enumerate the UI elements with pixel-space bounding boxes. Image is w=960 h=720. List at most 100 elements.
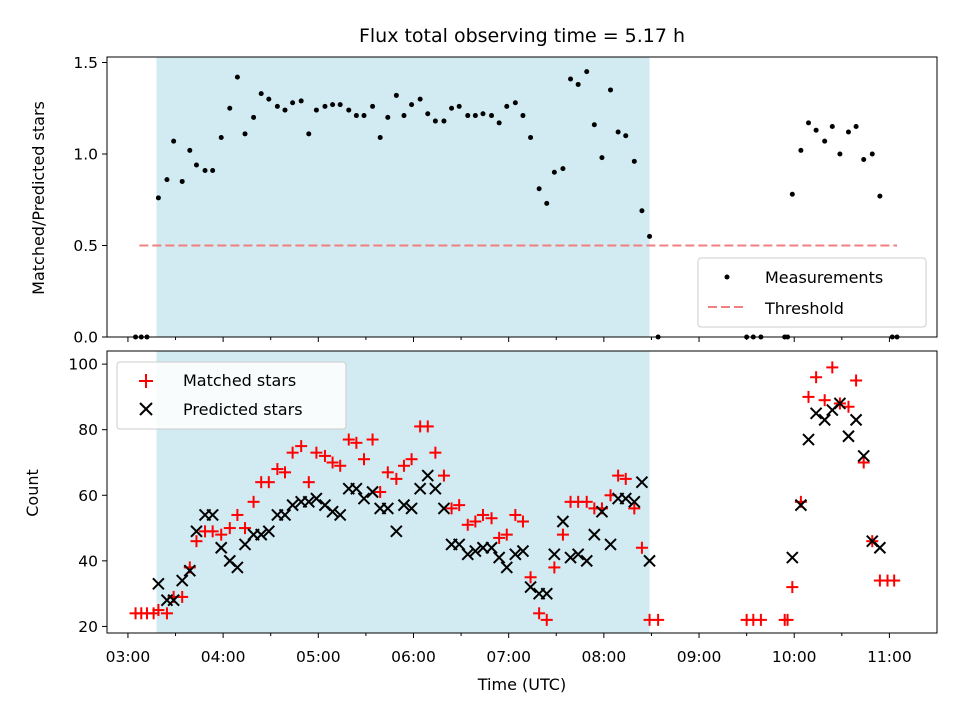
matched-stars-point bbox=[421, 420, 434, 433]
predicted-stars-point bbox=[152, 577, 165, 591]
legend-measurements-marker bbox=[724, 274, 730, 280]
measurement-point bbox=[298, 98, 304, 104]
matched-stars-point bbox=[429, 446, 442, 459]
predicted-stars-point bbox=[524, 580, 537, 594]
predicted-stars-point bbox=[413, 482, 427, 495]
matched-stars-point bbox=[888, 574, 901, 587]
predicted-stars-point bbox=[302, 495, 315, 509]
measurement-point bbox=[251, 114, 257, 120]
measurement-point bbox=[330, 102, 336, 108]
count-legend: Matched stars Predicted stars bbox=[116, 361, 347, 430]
measurement-point bbox=[591, 122, 597, 128]
measurement-point bbox=[528, 135, 534, 141]
predicted-stars-point bbox=[366, 485, 379, 499]
measurement-point bbox=[227, 105, 233, 111]
predicted-stars-point bbox=[437, 502, 451, 515]
predicted-stars-point bbox=[857, 449, 870, 463]
matched-stars-point bbox=[453, 499, 466, 512]
measurement-point bbox=[472, 113, 478, 119]
matched-stars-point bbox=[754, 613, 767, 626]
matched-stars-point bbox=[850, 374, 863, 387]
measurement-point bbox=[337, 102, 343, 108]
measurement-point bbox=[536, 186, 542, 192]
predicted-stars-point bbox=[452, 538, 466, 551]
measurement-point bbox=[568, 76, 574, 82]
matched-stars-point bbox=[374, 486, 387, 498]
predicted-stars-point bbox=[794, 498, 808, 512]
measurement-point bbox=[520, 113, 526, 119]
matched-stars-point bbox=[286, 446, 299, 459]
predicted-stars-point bbox=[595, 505, 609, 518]
matched-stars-point bbox=[278, 466, 291, 479]
matched-stars-point bbox=[334, 459, 347, 472]
ratio-observing-window bbox=[156, 57, 650, 337]
matched-stars-point bbox=[533, 607, 546, 620]
measurement-point bbox=[575, 81, 581, 87]
measurement-point bbox=[806, 120, 812, 126]
matched-stars-point bbox=[262, 476, 275, 489]
matched-stars-point bbox=[612, 469, 625, 482]
measurement-point bbox=[861, 156, 867, 162]
measurement-point bbox=[560, 166, 566, 172]
measurement-point bbox=[608, 87, 614, 93]
matched-stars-point bbox=[628, 502, 641, 515]
predicted-stars-point bbox=[350, 482, 363, 495]
count-points bbox=[129, 361, 901, 626]
x-tick-label: 08:00 bbox=[582, 648, 627, 666]
predicted-stars-point bbox=[238, 538, 252, 551]
measurement-point bbox=[432, 118, 438, 124]
predicted-stars-point bbox=[540, 587, 553, 600]
matched-stars-point bbox=[366, 433, 379, 446]
x-tick-label: 04:00 bbox=[201, 648, 246, 666]
matched-stars-point bbox=[461, 518, 474, 531]
measurement-point bbox=[401, 113, 407, 119]
matched-stars-point bbox=[381, 466, 394, 479]
measurement-point bbox=[631, 158, 637, 164]
measurement-point bbox=[171, 138, 177, 144]
measurement-point bbox=[282, 107, 288, 113]
measurement-point bbox=[496, 120, 502, 126]
chart-title: Flux total observing time = 5.17 h bbox=[359, 25, 685, 47]
predicted-stars-point bbox=[310, 492, 323, 505]
predicted-stars-point bbox=[167, 594, 180, 607]
legend-predicted-marker bbox=[139, 402, 153, 416]
measurement-point bbox=[187, 147, 193, 153]
predicted-stars-point bbox=[262, 525, 276, 538]
predicted-stars-point bbox=[206, 508, 219, 522]
matched-stars-point bbox=[652, 613, 665, 626]
matched-stars-point bbox=[857, 456, 870, 469]
predicted-stars-point bbox=[588, 528, 601, 541]
predicted-stars-point bbox=[833, 397, 847, 410]
measurement-point bbox=[504, 103, 510, 109]
ratio-y-tick-label: 1.5 bbox=[73, 54, 98, 72]
predicted-stars-point bbox=[190, 525, 203, 538]
matched-stars-point bbox=[190, 535, 203, 548]
matched-stars-point bbox=[580, 495, 593, 508]
predicted-stars-point bbox=[492, 551, 506, 564]
count-legend-box bbox=[116, 361, 347, 430]
measurement-point bbox=[551, 169, 557, 175]
ratio-y-label: Matched/Predicted stars bbox=[29, 101, 48, 295]
legend-threshold-label: Threshold bbox=[764, 299, 844, 318]
x-tick-label: 09:00 bbox=[677, 648, 722, 666]
measurement-point bbox=[361, 113, 367, 119]
predicted-stars-point bbox=[571, 548, 585, 561]
count-y-tick-label: 20 bbox=[78, 618, 98, 636]
count-x-axis: 03:00 04:00 05:00 06:00 07:00 08:00 09:00 10:00… bbox=[106, 633, 912, 666]
ratio-legend: Measurements Threshold bbox=[697, 257, 927, 328]
predicted-stars-point bbox=[381, 502, 394, 515]
matched-stars-point bbox=[302, 476, 315, 489]
matched-stars-point bbox=[350, 436, 363, 449]
matched-stars-point bbox=[781, 613, 794, 626]
predicted-stars-point bbox=[873, 541, 887, 554]
x-tick-label: 05:00 bbox=[296, 648, 341, 666]
measurement-point bbox=[822, 138, 828, 144]
measurement-point bbox=[639, 208, 645, 214]
predicted-stars-point bbox=[548, 548, 561, 561]
measurement-point bbox=[489, 113, 495, 119]
measurement-point bbox=[599, 155, 605, 161]
measurement-point bbox=[274, 103, 280, 109]
predicted-stars-point bbox=[469, 544, 482, 558]
measurement-point bbox=[258, 91, 264, 97]
predicted-stars-point bbox=[183, 564, 197, 577]
